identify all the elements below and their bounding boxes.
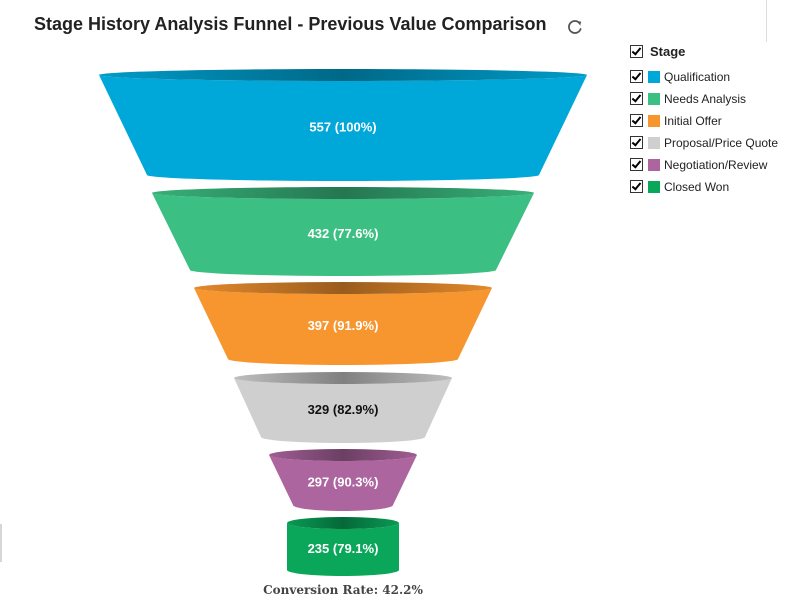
funnel-segment-label: 557 (100%) — [309, 119, 376, 134]
legend: Stage Qualification Needs Analysis Initial… — [630, 42, 778, 195]
legend-item-checkbox[interactable] — [630, 136, 643, 149]
funnel-segment-label: 235 (79.1%) — [308, 541, 379, 556]
legend-item-label: Needs Analysis — [664, 91, 747, 106]
legend-item-label: Initial Offer — [664, 113, 722, 128]
funnel-segment-body — [287, 523, 399, 576]
funnel-segment-body — [234, 378, 452, 443]
legend-item-checkbox[interactable] — [630, 70, 643, 83]
funnel-segment-top — [234, 372, 452, 384]
legend-item[interactable]: Qualification — [630, 68, 778, 85]
legend-item-checkbox[interactable] — [630, 114, 643, 127]
legend-item[interactable]: Initial Offer — [630, 112, 778, 129]
legend-item-label: Negotiation/Review — [664, 157, 768, 172]
legend-item-label: Proposal/Price Quote — [664, 135, 779, 150]
funnel-segment-body — [194, 288, 492, 365]
funnel-segment-label: 397 (91.9%) — [308, 318, 379, 333]
funnel-segment[interactable]: 235 (79.1%) — [287, 517, 399, 576]
funnel-segment[interactable]: 397 (91.9%) — [194, 282, 492, 365]
side-tab-edge — [0, 524, 2, 562]
funnel-segment-label: 329 (82.9%) — [308, 402, 379, 417]
funnel-segment-top — [194, 282, 492, 294]
legend-list: Qualification Needs Analysis Initial Offer… — [630, 68, 778, 195]
funnel-segment-top — [99, 69, 587, 81]
refresh-icon[interactable] — [566, 18, 584, 36]
legend-item-checkbox[interactable] — [630, 158, 643, 171]
funnel-segment-top — [269, 449, 417, 461]
funnel-segment-body — [152, 193, 534, 276]
legend-item-label: Qualification — [664, 69, 731, 84]
funnel-segment-label: 432 (77.6%) — [308, 226, 379, 241]
funnel-segment-label: 297 (90.3%) — [308, 474, 379, 489]
legend-swatch — [648, 158, 660, 171]
funnel-segment[interactable]: 297 (90.3%) — [269, 449, 417, 511]
funnel-segment[interactable]: 432 (77.6%) — [152, 187, 534, 276]
funnel-segment-top — [287, 517, 399, 529]
funnel-segment-top — [152, 187, 534, 199]
legend-swatch — [648, 114, 660, 127]
legend-item[interactable]: Closed Won — [630, 178, 778, 195]
funnel-segment[interactable]: 557 (100%) — [99, 69, 587, 181]
legend-swatch — [648, 92, 660, 105]
funnel-segment-body — [269, 455, 417, 511]
legend-header: Stage — [630, 42, 778, 60]
funnel-segment[interactable]: 329 (82.9%) — [234, 372, 452, 443]
chart-title: Stage History Analysis Funnel - Previous… — [34, 14, 547, 34]
legend-swatch — [648, 70, 660, 83]
legend-header-label: Stage — [650, 43, 686, 59]
conversion-rate: Conversion Rate: 42.2% — [263, 583, 423, 597]
legend-item[interactable]: Proposal/Price Quote — [630, 134, 778, 151]
legend-item[interactable]: Negotiation/Review — [630, 156, 778, 173]
legend-swatch — [648, 180, 660, 193]
legend-swatch — [648, 136, 660, 149]
legend-item-checkbox[interactable] — [630, 92, 643, 105]
legend-item[interactable]: Needs Analysis — [630, 90, 778, 107]
funnel-segment-body — [99, 75, 587, 181]
legend-header-checkbox[interactable] — [630, 44, 643, 58]
funnel-chart: 557 (100%) 432 (77.6%) 397 (91.9%) 329 (82.… — [99, 69, 587, 576]
legend-item-checkbox[interactable] — [630, 180, 643, 193]
panel-divider — [766, 0, 767, 42]
legend-item-label: Closed Won — [664, 179, 730, 194]
